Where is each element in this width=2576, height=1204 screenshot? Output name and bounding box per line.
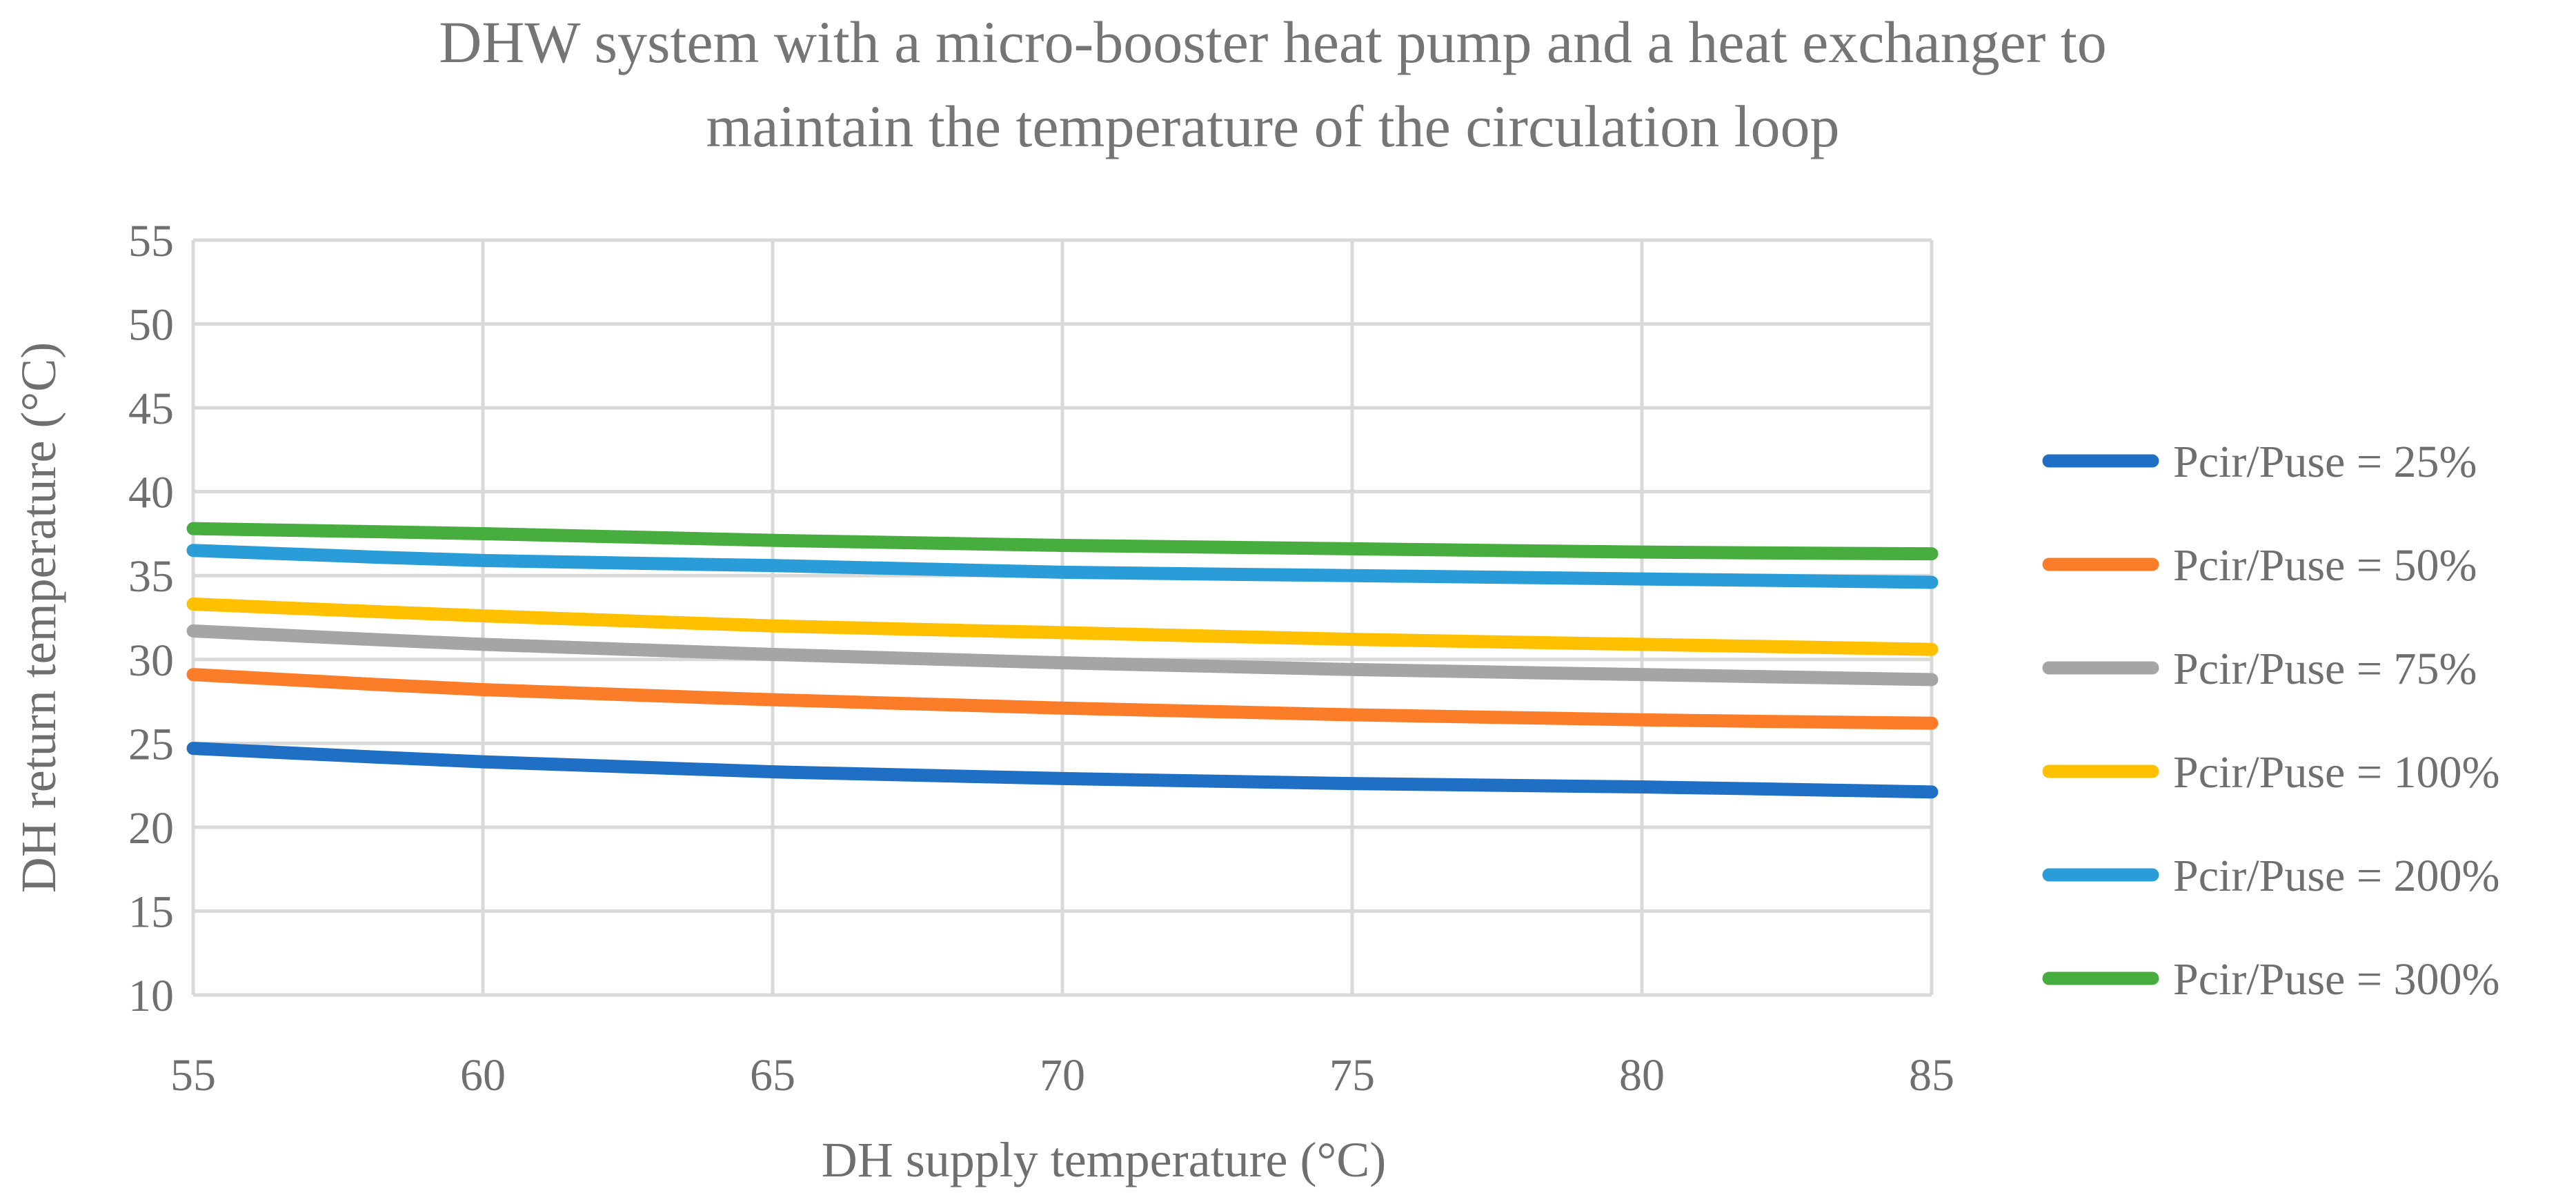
y-tick-label: 45 (128, 384, 174, 434)
series-line-5 (186, 544, 1939, 589)
x-axis-title: DH supply temperature (°C) (822, 1132, 1387, 1187)
y-axis-tick-labels: 10 15 20 25 30 35 40 45 50 55 (128, 216, 174, 1021)
y-tick-label: 30 (128, 635, 174, 686)
legend-label: Pcir/Puse = 75% (2173, 644, 2477, 694)
y-tick-label: 20 (128, 803, 174, 853)
x-tick-label: 65 (750, 1050, 795, 1101)
series-line-6 (186, 522, 1939, 561)
legend-label: Pcir/Puse = 200% (2173, 851, 2500, 901)
legend-label: Pcir/Puse = 50% (2173, 540, 2477, 591)
legend-label: Pcir/Puse = 300% (2173, 954, 2500, 1005)
y-axis-title: DH return temperature (°C) (11, 342, 66, 893)
y-tick-label: 40 (128, 468, 174, 518)
x-tick-label: 55 (170, 1050, 216, 1101)
chart-title-line-1: DHW system with a micro-booster heat pum… (439, 9, 2107, 75)
legend-label: Pcir/Puse = 100% (2173, 747, 2500, 798)
series-line-4 (186, 598, 1939, 656)
y-tick-label: 35 (128, 551, 174, 602)
x-tick-label: 70 (1040, 1050, 1085, 1101)
y-tick-label: 15 (128, 887, 174, 937)
y-tick-label: 55 (128, 216, 174, 266)
series-line-1 (186, 742, 1939, 799)
series-lines (186, 522, 1939, 799)
legend-item: Pcir/Puse = 50% (2042, 540, 2477, 591)
legend-item: Pcir/Puse = 100% (2042, 747, 2500, 798)
x-axis-tick-labels: 55 60 65 70 75 80 85 (170, 1050, 1954, 1101)
x-tick-label: 85 (1909, 1050, 1954, 1101)
series-line-2 (186, 668, 1939, 730)
y-tick-label: 10 (128, 971, 174, 1021)
y-tick-label: 25 (128, 719, 174, 769)
x-tick-label: 60 (460, 1050, 506, 1101)
legend-label: Pcir/Puse = 25% (2173, 437, 2477, 487)
y-tick-label: 50 (128, 300, 174, 351)
chart-title: DHW system with a micro-booster heat pum… (439, 9, 2107, 159)
legend-item: Pcir/Puse = 300% (2042, 954, 2500, 1005)
legend: Pcir/Puse = 25% Pcir/Puse = 50% Pcir/Puse … (2042, 437, 2500, 1005)
legend-item: Pcir/Puse = 25% (2042, 437, 2477, 487)
legend-item: Pcir/Puse = 75% (2042, 644, 2477, 694)
chart-title-line-2: maintain the temperature of the circulat… (706, 93, 1840, 159)
series-line-3 (186, 624, 1939, 687)
legend-item: Pcir/Puse = 200% (2042, 851, 2500, 901)
x-tick-label: 75 (1329, 1050, 1375, 1101)
x-tick-label: 80 (1619, 1050, 1665, 1101)
